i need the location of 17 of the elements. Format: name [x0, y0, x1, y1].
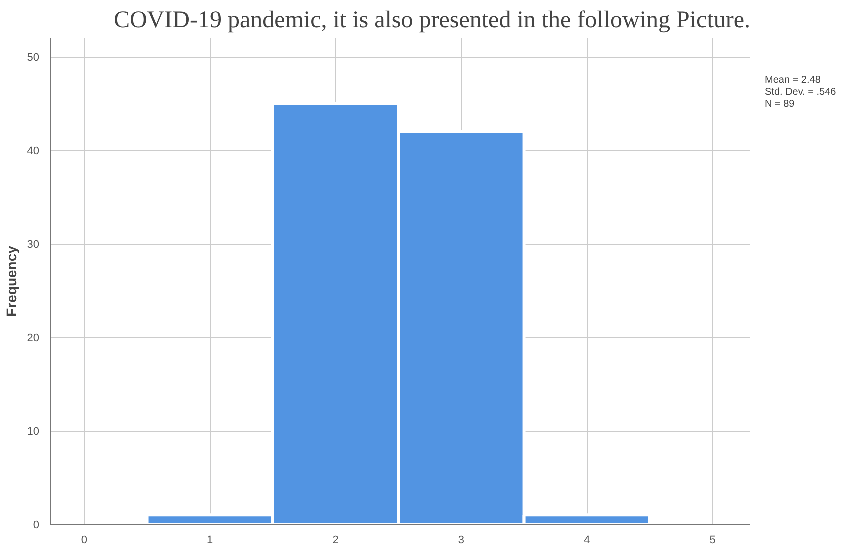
y-tick-label: 20	[27, 332, 40, 345]
text: Mean = 2.48	[765, 75, 821, 86]
x-tick-label: 1	[207, 534, 214, 546]
x-tick-label: 2	[332, 534, 339, 546]
y-tick-label: 0	[33, 520, 40, 532]
y-tick-label: 30	[27, 239, 40, 252]
text: Std. Dev. = .546	[765, 87, 836, 98]
x-tick-label: 5	[710, 534, 716, 546]
y-tick-label: 10	[27, 426, 40, 438]
x-tick-label: 4	[584, 534, 590, 546]
text: N = 89	[765, 99, 795, 110]
x-tick-label: 0	[81, 534, 88, 546]
y-tick-label: 50	[27, 52, 40, 64]
x-tick-label: 3	[458, 534, 465, 546]
y-axis-title: Frequency	[3, 246, 20, 317]
y-tick-label: 40	[27, 146, 40, 158]
chart-title: COVID-19 pandemic, it is also presented in the following Picture.	[114, 8, 751, 34]
